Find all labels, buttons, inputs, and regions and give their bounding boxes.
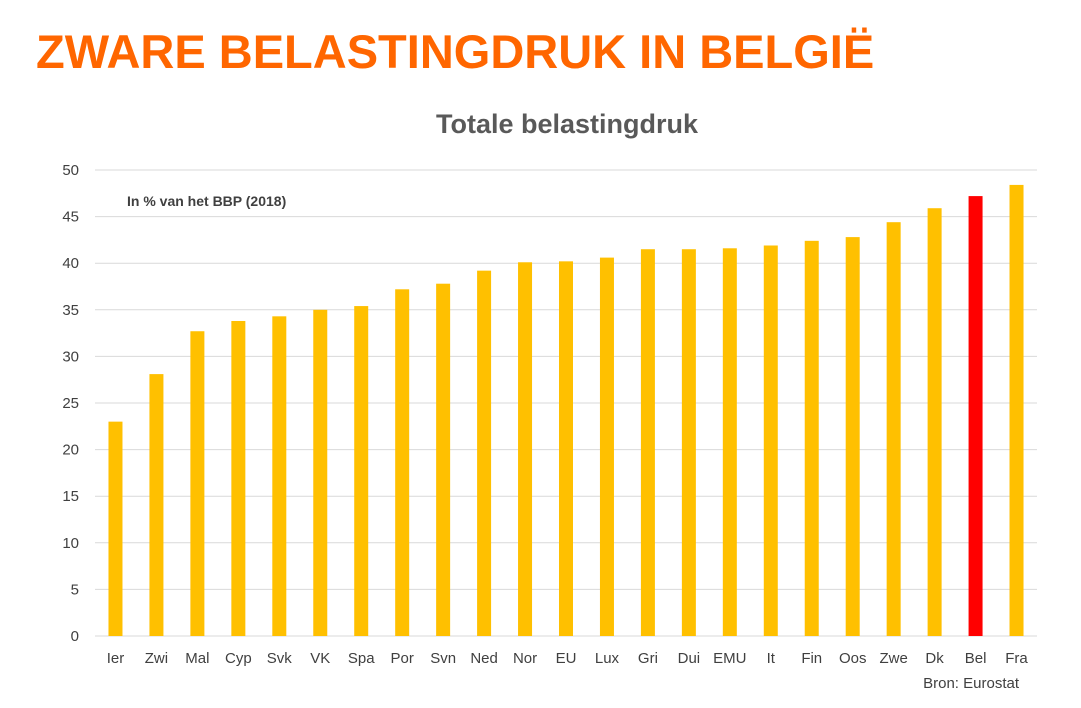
y-tick-label: 45	[62, 209, 79, 226]
bars	[108, 184, 1024, 637]
bar-dk	[927, 208, 942, 636]
bar-nor	[518, 262, 533, 636]
bar-zwi	[149, 374, 164, 636]
slide-headline: ZWARE BELASTINGDRUK IN BELGIË	[36, 25, 875, 78]
x-tick-label: It	[767, 650, 776, 667]
x-tick-label: VK	[310, 650, 330, 667]
chart-title: Totale belastingdruk	[436, 109, 699, 139]
bar-bel	[968, 196, 983, 636]
x-tick-label: Oos	[839, 650, 867, 667]
bar-svn	[436, 283, 451, 636]
bar-lux	[599, 257, 614, 636]
y-tick-label: 15	[62, 488, 79, 505]
y-tick-label: 5	[71, 581, 79, 598]
bar-it	[763, 245, 778, 636]
chart-source: Bron: Eurostat	[923, 675, 1020, 692]
bar-eu	[559, 261, 573, 636]
bar-fin	[804, 240, 819, 636]
x-axis-ticks: Ier Zwi Mal Cyp Svk VK Spa Por Svn Ned Nor EU Lux Gri…	[107, 650, 1029, 667]
x-tick-label: Spa	[348, 650, 375, 667]
bar-svk	[272, 316, 287, 636]
y-tick-label: 35	[62, 302, 79, 319]
x-tick-label: Fin	[801, 650, 822, 667]
bar-zwe	[886, 222, 901, 636]
chart-annotation: In % van het BBP (2018)	[127, 193, 286, 209]
y-tick-label: 50	[62, 162, 79, 179]
x-tick-label: Fra	[1005, 650, 1028, 667]
x-tick-label: Lux	[595, 650, 620, 667]
bar-cyp	[231, 320, 246, 636]
x-tick-label: Zwe	[879, 650, 907, 667]
bar-spa	[354, 306, 369, 636]
x-tick-label: EU	[556, 650, 577, 667]
x-tick-label: Nor	[513, 650, 537, 667]
x-tick-label: Svk	[267, 650, 293, 667]
y-tick-label: 10	[62, 535, 79, 552]
bar-gri	[640, 249, 655, 636]
x-tick-label: Ned	[470, 650, 498, 667]
bar-ned	[477, 270, 492, 636]
bar-por	[395, 289, 410, 636]
y-tick-label: 0	[71, 628, 79, 645]
x-tick-label: Svn	[430, 650, 456, 667]
x-tick-label: Gri	[638, 650, 658, 667]
x-tick-label: Zwi	[145, 650, 168, 667]
bar-vk	[313, 309, 328, 636]
y-tick-label: 25	[62, 395, 79, 412]
y-tick-label: 40	[62, 255, 79, 272]
x-tick-label: Cyp	[225, 650, 252, 667]
y-tick-label: 20	[62, 442, 79, 459]
bar-ier	[108, 421, 123, 636]
x-tick-label: Ier	[107, 650, 125, 667]
x-tick-label: Mal	[185, 650, 209, 667]
x-tick-label: Dk	[925, 650, 944, 667]
bar-oos	[845, 237, 860, 636]
bar-dui	[681, 249, 696, 636]
bar-mal	[190, 331, 205, 636]
y-tick-label: 30	[62, 348, 79, 365]
x-tick-label: Dui	[678, 650, 701, 667]
bar-fra	[1009, 184, 1024, 637]
bar-emu	[722, 248, 737, 636]
x-tick-label: Bel	[965, 650, 987, 667]
y-axis-ticks: 0 5 10 15 20 25 30 35 40 45 50	[62, 162, 79, 645]
x-tick-label: EMU	[713, 650, 746, 667]
x-tick-label: Por	[391, 650, 414, 667]
